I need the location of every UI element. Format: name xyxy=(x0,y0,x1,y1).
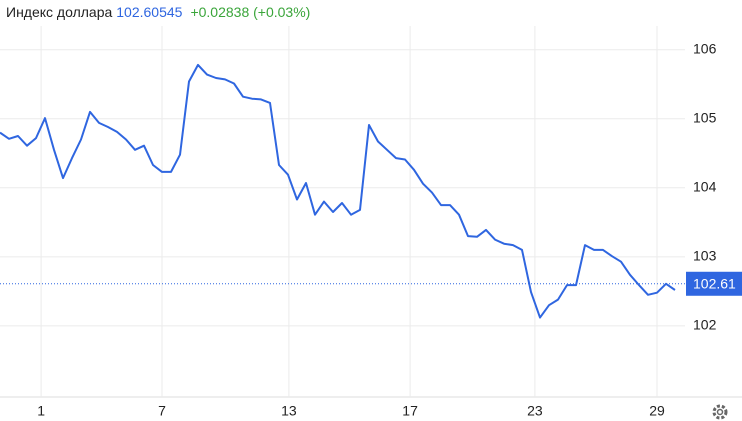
price: 102.60545 xyxy=(116,4,183,20)
title: Индекс доллара xyxy=(6,4,113,20)
x-tick-label: 7 xyxy=(158,403,166,419)
last-value-label: 102.61 xyxy=(693,275,736,291)
y-tick-label: 106 xyxy=(693,40,717,56)
y-tick-label: 104 xyxy=(693,179,717,195)
line xyxy=(0,63,676,319)
settings-icon[interactable] xyxy=(712,404,728,420)
x-tick-label: 29 xyxy=(649,403,665,419)
x-tick-label: 23 xyxy=(527,403,543,419)
y-tick-label: 105 xyxy=(693,109,717,125)
x-tick-label: 13 xyxy=(281,403,297,419)
last-value-box xyxy=(686,271,742,296)
y-tick-label: 102 xyxy=(693,317,717,333)
x-tick-label: 1 xyxy=(37,403,45,419)
x-tick-label: 17 xyxy=(402,403,418,419)
y-tick-label: 103 xyxy=(693,248,717,264)
change: +0.02838 (+0.03%) xyxy=(190,4,311,20)
header: Индекс доллара 102.60545 +0.02838 (+0.03%) xyxy=(6,4,310,20)
